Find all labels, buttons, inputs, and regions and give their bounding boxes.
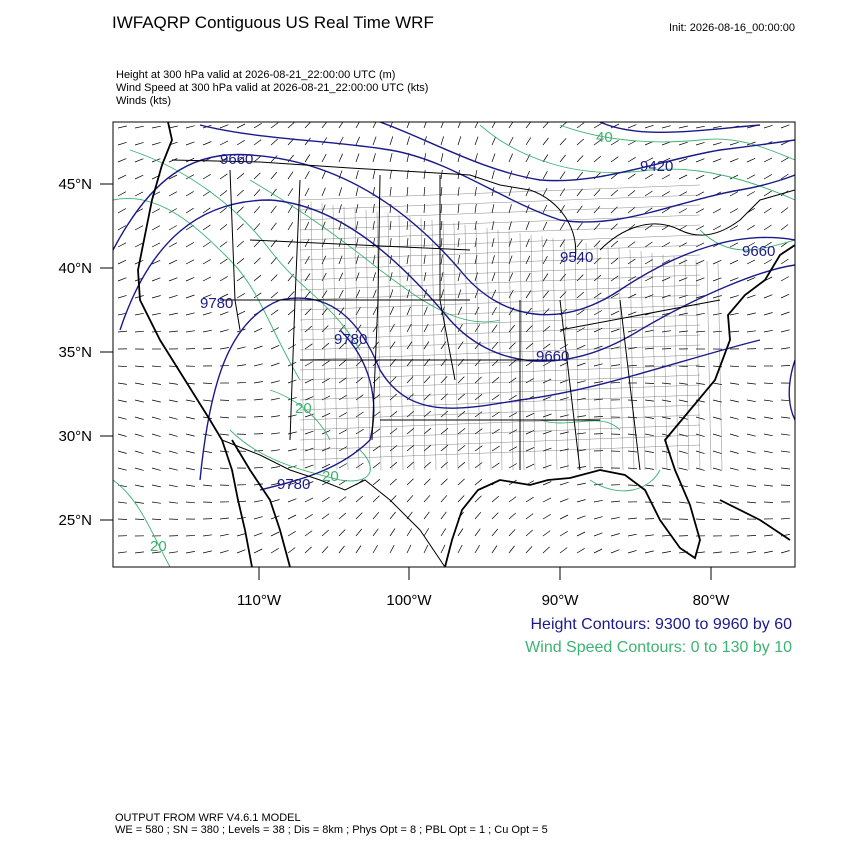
lon-label: 100°W	[386, 592, 432, 609]
height-label: 9780	[334, 331, 367, 348]
wind-barb	[220, 400, 229, 401]
footer-line: OUTPUT FROM WRF V4.6.1 MODEL	[115, 812, 301, 824]
height-label: 9660	[536, 348, 569, 365]
speed-label: 20	[150, 538, 167, 555]
lat-label: 25°N	[58, 512, 92, 529]
speed-label: 20	[322, 468, 339, 485]
subtitle: Height at 300 hPa valid at 2026-08-21_22…	[116, 69, 395, 81]
footer-line: WE = 580 ; SN = 380 ; Levels = 38 ; Dis …	[115, 824, 548, 836]
wind-barb	[628, 400, 637, 401]
wind-barb	[662, 349, 671, 350]
height-label: 9780	[200, 295, 233, 312]
height-label: 9420	[640, 158, 673, 175]
speed-label: 40	[596, 129, 613, 146]
speed-label: 20	[295, 400, 312, 417]
lat-label: 35°N	[58, 344, 92, 361]
wind-barb	[730, 519, 739, 520]
wind-barb	[781, 485, 790, 486]
height-label: 9780	[277, 476, 310, 493]
lat-label: 40°N	[58, 260, 92, 277]
lat-label: 30°N	[58, 428, 92, 445]
subtitle: Winds (kts)	[116, 95, 171, 107]
title: IWFAQRP Contiguous US Real Time WRF	[112, 13, 434, 32]
wind-barb	[118, 519, 127, 520]
height-label: 9540	[560, 249, 593, 266]
lon-label: 80°W	[693, 592, 731, 609]
height-label: 9660	[742, 243, 775, 260]
lon-label: 90°W	[542, 592, 580, 609]
subtitle: Wind Speed at 300 hPa valid at 2026-08-2…	[116, 82, 428, 94]
height-label: 9660	[220, 151, 253, 168]
legend-speed: Wind Speed Contours: 0 to 130 by 10	[525, 639, 792, 656]
wind-barb	[764, 502, 773, 503]
lat-label: 45°N	[58, 176, 92, 193]
lon-label: 110°W	[237, 592, 282, 609]
init-time: Init: 2026-08-16_00:00:00	[669, 22, 795, 34]
wind-barb	[186, 349, 195, 350]
legend-height: Height Contours: 9300 to 9960 by 60	[530, 616, 792, 633]
